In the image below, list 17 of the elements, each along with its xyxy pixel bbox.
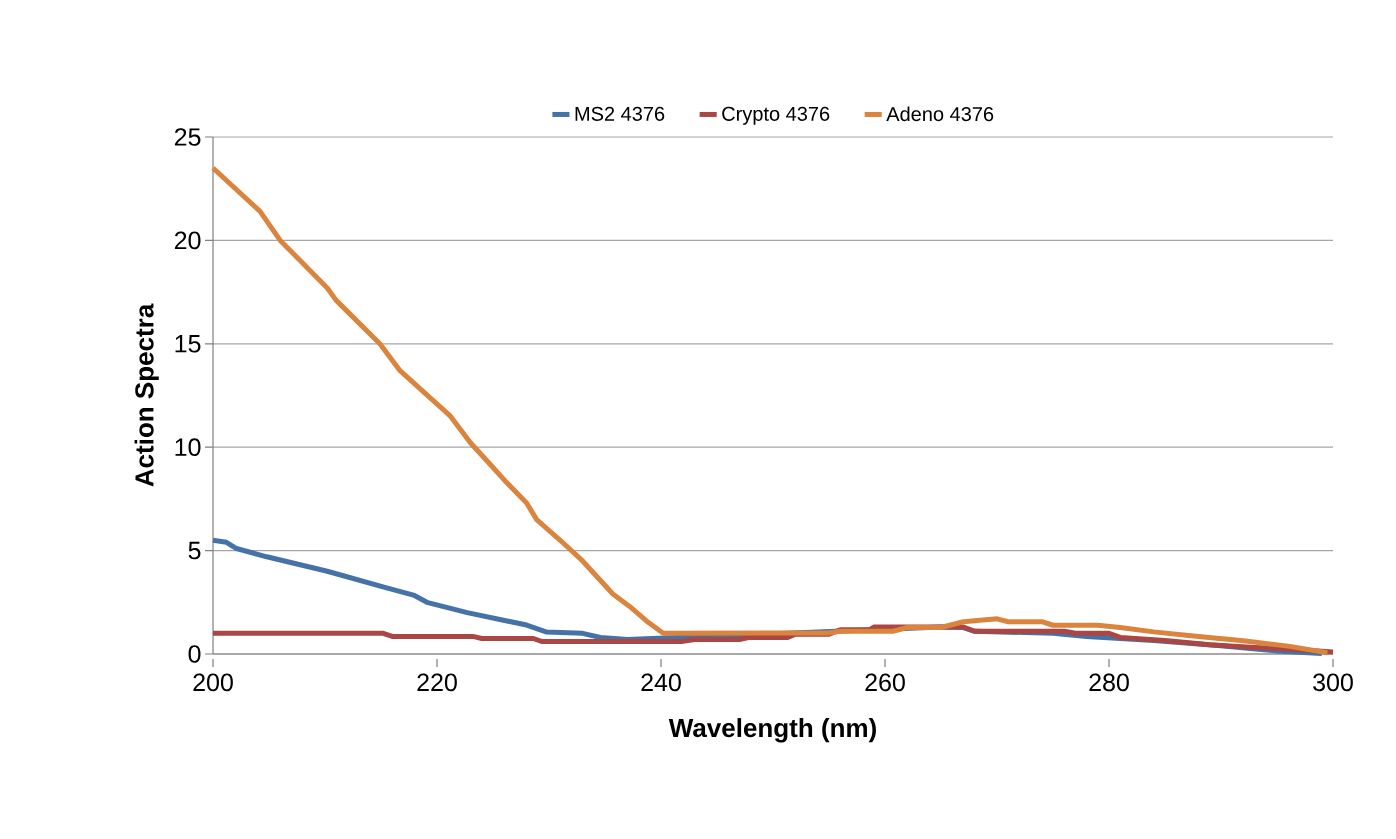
legend-label: Adeno 4376: [886, 106, 994, 122]
x-tick-label: 260: [865, 673, 905, 692]
y-tick-label: 25: [174, 128, 201, 146]
y-tick-label: 15: [175, 335, 201, 353]
y-tick-label: 5: [188, 541, 201, 560]
x-tick-label: 200: [193, 673, 233, 692]
y-axis-title: Action Spectra: [134, 303, 159, 487]
x-tick-label: 220: [417, 673, 457, 692]
x-tick-label: 280: [1089, 673, 1129, 692]
legend-label: Crypto 4376: [722, 106, 830, 125]
x-axis-title: Wavelength (nm): [668, 718, 876, 743]
legend-label: MS2 4376: [575, 106, 665, 121]
y-tick-label: 10: [175, 438, 201, 457]
x-tick-label: 240: [641, 673, 681, 692]
y-tick-label: 20: [174, 231, 201, 250]
y-tick-label: 0: [188, 645, 201, 663]
x-tick-label: 300: [1313, 673, 1353, 692]
